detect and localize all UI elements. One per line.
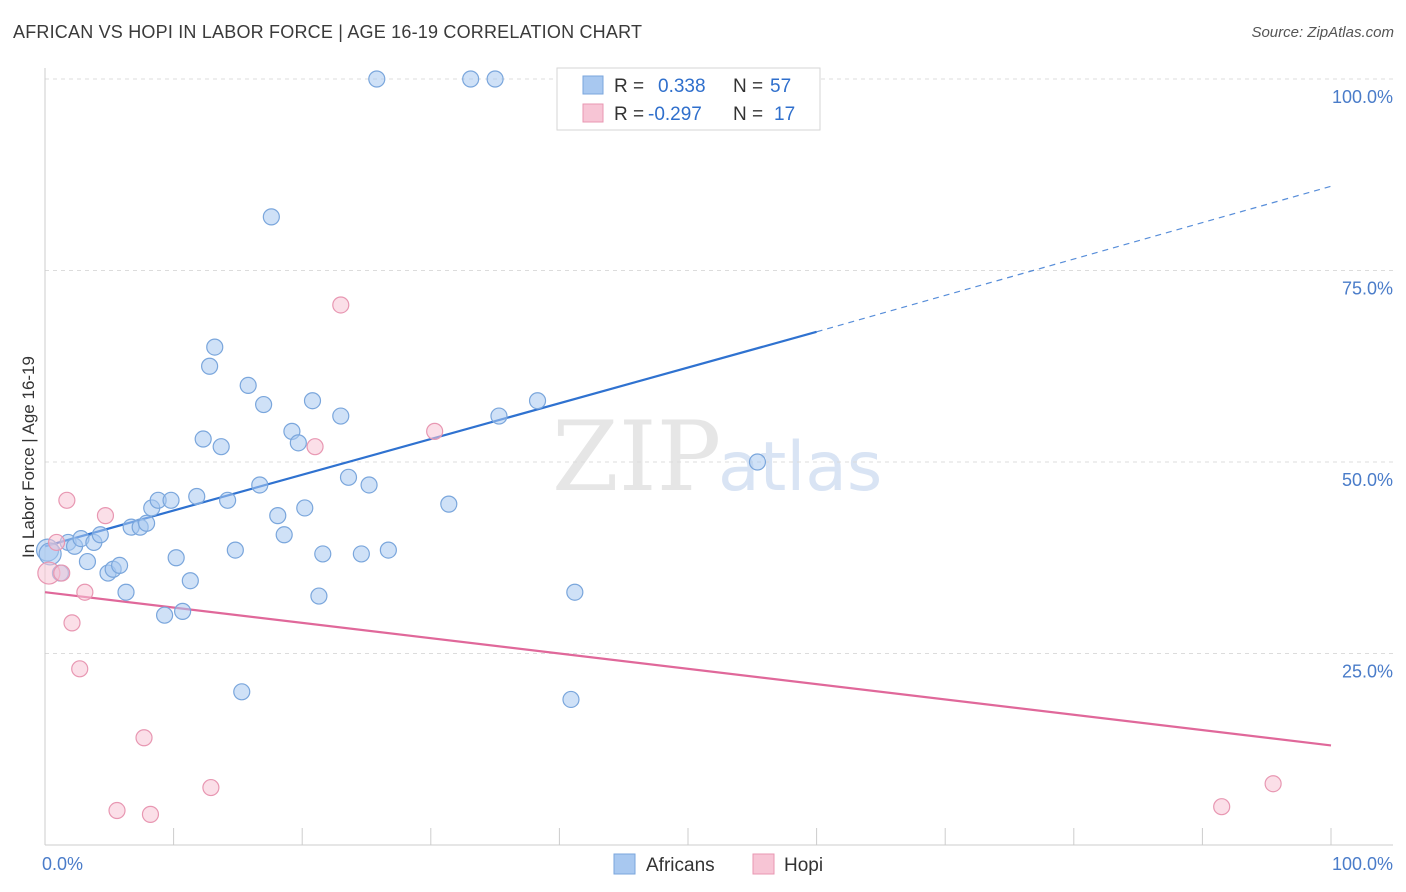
- hopi-point: [108, 801, 126, 820]
- africans-point: [296, 499, 314, 517]
- watermark-zip: ZIP: [552, 401, 721, 513]
- hopi-point: [96, 507, 115, 525]
- africans-point: [289, 434, 307, 452]
- bottom-legend-swatch-africans: [613, 853, 636, 875]
- africans-point: [462, 70, 480, 88]
- africans-point: [303, 392, 322, 410]
- africans-point: [233, 683, 251, 701]
- x-tick-label-min: 0.0%: [42, 854, 83, 874]
- hopi-point: [1264, 775, 1282, 793]
- africans-point: [566, 583, 584, 601]
- africans-point: [490, 407, 508, 425]
- legend-swatch-hopi: [582, 103, 604, 123]
- y-tick-label: 100.0%: [1332, 87, 1393, 107]
- hopi-point: [306, 438, 324, 456]
- watermark-atlas: atlas: [718, 428, 882, 507]
- legend-hopi-n-value: 17: [774, 104, 795, 125]
- africans-point: [275, 526, 293, 544]
- data-points: [35, 70, 1282, 823]
- africans-point: [360, 476, 378, 494]
- africans-point: [110, 556, 129, 575]
- africans-point: [155, 606, 174, 624]
- africans-point: [91, 526, 109, 544]
- hopi-point: [426, 422, 444, 440]
- africans-point: [528, 392, 547, 410]
- africans-point: [194, 430, 212, 448]
- legend: R = 0.338 N = 57 R = -0.297 N = 17: [556, 67, 821, 131]
- africans-point: [174, 602, 192, 620]
- africans-point: [226, 541, 244, 559]
- legend-africans-r-label: R =: [614, 76, 644, 97]
- chart-title: AFRICAN VS HOPI IN LABOR FORCE | AGE 16-…: [13, 22, 643, 42]
- y-axis-label: In Labor Force | Age 16-19: [19, 356, 38, 558]
- legend-hopi-n-label: N =: [733, 104, 763, 125]
- hopi-point: [47, 533, 66, 552]
- hopi-point: [58, 491, 76, 509]
- africans-point: [167, 549, 185, 567]
- africans-point: [352, 545, 370, 563]
- gridlines: [45, 78, 1393, 654]
- hopi-point: [1213, 798, 1231, 816]
- hopi-point: [141, 805, 160, 823]
- africans-point: [562, 690, 580, 709]
- africans-point: [440, 495, 458, 513]
- x-tick-label-max: 100.0%: [1332, 854, 1393, 874]
- africans-point: [188, 487, 206, 506]
- trendline-hopi: [44, 591, 1332, 747]
- africans-point: [181, 572, 199, 590]
- africans-point: [262, 208, 280, 226]
- y-tick-label: 50.0%: [1342, 470, 1393, 490]
- africans-point: [339, 468, 358, 486]
- africans-point: [368, 70, 386, 88]
- axes: [44, 68, 1393, 846]
- africans-point: [117, 583, 135, 601]
- legend-hopi-r-label: R =: [614, 104, 644, 125]
- africans-point: [78, 552, 97, 571]
- africans-point: [212, 438, 230, 456]
- y-tick-label: 75.0%: [1342, 279, 1393, 299]
- hopi-point: [53, 564, 71, 582]
- africans-point: [206, 338, 224, 356]
- africans-point: [748, 453, 767, 471]
- bottom-legend-hopi: Hopi: [784, 855, 823, 876]
- tick-labels: 25.0% 50.0% 75.0% 100.0% 0.0% 100.0%: [42, 87, 1393, 874]
- hopi-point: [332, 296, 350, 314]
- legend-africans-r-value: 0.338: [658, 76, 706, 97]
- africans-point: [255, 395, 273, 414]
- bottom-legend: Africans Hopi: [613, 853, 823, 876]
- hopi-point: [202, 778, 220, 797]
- hopi-point: [76, 583, 94, 601]
- legend-hopi-r-value: -0.297: [648, 104, 702, 125]
- hopi-point: [63, 614, 81, 632]
- africans-point: [332, 407, 350, 425]
- africans-point: [219, 491, 237, 509]
- y-tick-label: 25.0%: [1342, 662, 1393, 682]
- bottom-legend-africans: Africans: [646, 855, 715, 876]
- hopi-point: [71, 660, 89, 678]
- bottom-legend-swatch-hopi: [752, 853, 775, 875]
- africans-point: [486, 70, 504, 88]
- legend-swatch-africans: [582, 75, 604, 95]
- source-label: Source: ZipAtlas.com: [1251, 24, 1394, 41]
- legend-africans-n-value: 57: [770, 76, 791, 97]
- africans-point: [162, 491, 180, 509]
- africans-point: [137, 514, 156, 532]
- hopi-point: [135, 729, 153, 747]
- africans-point: [201, 357, 219, 375]
- africans-point: [239, 376, 257, 394]
- africans-point: [251, 476, 269, 494]
- africans-point: [310, 587, 328, 605]
- trendline-africans-extension: [816, 185, 1332, 333]
- africans-point: [269, 507, 287, 525]
- africans-point: [379, 541, 397, 559]
- legend-africans-n-label: N =: [733, 76, 763, 97]
- africans-point: [314, 545, 332, 563]
